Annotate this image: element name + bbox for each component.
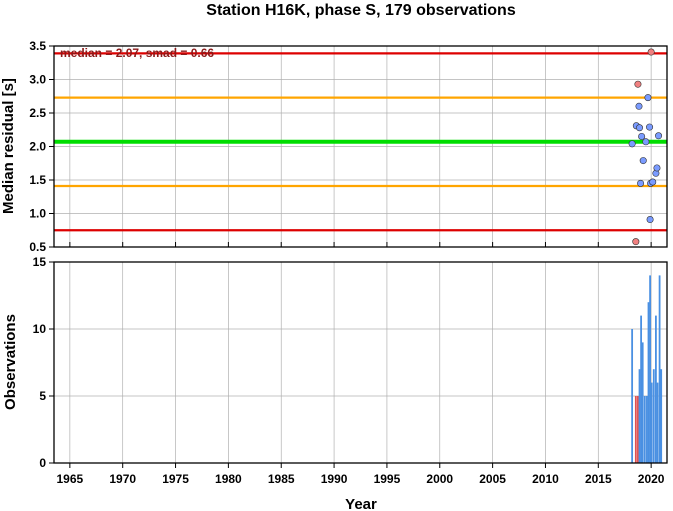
residual-point	[635, 102, 643, 110]
x-tick-label: 2005	[479, 472, 506, 486]
residual-point	[647, 48, 655, 56]
residual-point	[638, 132, 646, 140]
bottom-y-axis-label: Observations	[2, 314, 19, 410]
residual-point	[639, 157, 647, 165]
bottom-panel-y-ticks: 0 5 10 15	[33, 255, 54, 470]
top-panel-reference-lines	[54, 52, 667, 232]
residual-point	[653, 164, 661, 172]
observation-bar	[649, 275, 651, 463]
observation-bar	[658, 275, 661, 463]
top-y-tick-label: 2.5	[29, 106, 46, 120]
x-tick-label: 1995	[374, 472, 401, 486]
bottom-y-tick-label: 15	[33, 255, 47, 269]
observation-bar	[655, 315, 657, 463]
observation-bar	[647, 302, 650, 463]
median-smad-annotation: median = 2.07, smad = 0.66	[60, 46, 214, 60]
observation-bar	[646, 396, 648, 463]
residual-point	[637, 179, 645, 187]
top-y-tick-label: 3.0	[29, 73, 46, 87]
x-tick-label: 1990	[321, 472, 348, 486]
residual-point	[646, 123, 654, 131]
x-axis-label: Year	[345, 496, 377, 511]
residual-point	[628, 140, 636, 148]
residual-point	[646, 216, 654, 224]
top-y-tick-label: 2.0	[29, 140, 46, 154]
observation-bar	[631, 329, 634, 463]
observation-bar	[656, 382, 659, 463]
residual-point	[634, 80, 642, 88]
observation-bar	[643, 396, 646, 463]
observation-bar	[650, 382, 653, 463]
observation-bar	[634, 396, 637, 463]
top-panel-grid	[54, 45, 667, 248]
top-panel-points	[628, 48, 663, 246]
observation-bar	[652, 369, 655, 463]
top-y-tick-label: 1.0	[29, 207, 46, 221]
observation-bar	[660, 369, 663, 463]
bottom-panel-x-ticks: 1965 1970 1975 1980 1985 1990 1995 2000 2005 2010…	[57, 463, 665, 486]
bottom-y-tick-label: 10	[33, 322, 47, 336]
bottom-y-tick-label: 0	[39, 456, 46, 470]
top-y-tick-label: 0.5	[29, 240, 46, 254]
x-tick-label: 1965	[57, 472, 84, 486]
residual-point	[644, 94, 652, 102]
residual-point	[649, 178, 657, 186]
residual-point	[632, 238, 640, 246]
residual-point	[636, 124, 644, 132]
bottom-y-tick-label: 5	[39, 389, 46, 403]
x-tick-label: 1985	[268, 472, 295, 486]
chart-title: Station H16K, phase S, 179 observations	[206, 2, 516, 19]
x-tick-label: 2020	[638, 472, 665, 486]
bottom-panel-frame	[53, 261, 668, 464]
observation-bar	[637, 396, 639, 463]
observation-bar	[640, 315, 643, 463]
observation-bar	[641, 342, 644, 463]
bottom-panel-grid	[54, 261, 667, 464]
top-y-tick-label: 3.5	[29, 39, 46, 53]
residual-point	[642, 138, 650, 146]
residual-point	[655, 132, 663, 140]
top-y-axis-label: Median residual [s]	[0, 78, 17, 214]
bottom-panel-bars	[631, 275, 663, 463]
x-tick-label: 1970	[109, 472, 136, 486]
observation-bar	[638, 369, 641, 463]
x-tick-label: 2015	[585, 472, 612, 486]
x-tick-label: 1975	[162, 472, 189, 486]
top-y-tick-label: 1.5	[29, 173, 46, 187]
top-panel-y-ticks: 0.5 1.0 1.5 2.0 2.5 3.0 3.5	[29, 39, 54, 254]
x-tick-label: 2000	[426, 472, 453, 486]
x-tick-label: 1980	[215, 472, 242, 486]
x-tick-label: 2010	[532, 472, 559, 486]
